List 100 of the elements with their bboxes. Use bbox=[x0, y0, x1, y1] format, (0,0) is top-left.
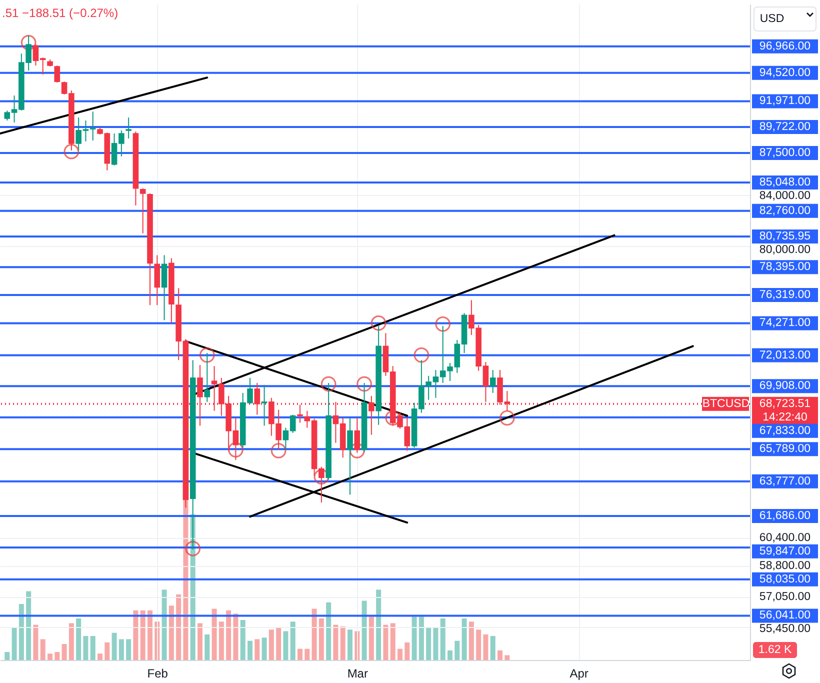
chart-title: .51 −188.51 (−0.27%) bbox=[2, 6, 118, 20]
point bbox=[414, 347, 430, 363]
ref-line-label: 80,735.95 bbox=[759, 230, 811, 243]
bar bbox=[104, 642, 110, 660]
candlestick bbox=[140, 188, 146, 234]
bar bbox=[148, 610, 152, 660]
bar bbox=[454, 640, 460, 660]
bar bbox=[276, 628, 282, 660]
ref-line-label: 72,013.00 bbox=[759, 349, 811, 362]
text: 14:22:40 bbox=[762, 411, 808, 424]
bar bbox=[448, 650, 452, 660]
ref-line-label: 59,847.00 bbox=[759, 545, 811, 558]
candlestick bbox=[154, 254, 160, 306]
ref-line-label: 65,789.00 bbox=[759, 443, 811, 456]
bar bbox=[376, 590, 382, 660]
bar bbox=[368, 616, 374, 660]
candlestick bbox=[161, 254, 168, 321]
y-tick-label: 84,000.00 bbox=[759, 190, 811, 202]
bar bbox=[140, 610, 146, 660]
bar bbox=[83, 636, 88, 660]
bar bbox=[348, 630, 352, 660]
bar bbox=[4, 652, 10, 660]
ref-line-label: 78,395.00 bbox=[759, 261, 811, 274]
ref-line-label: 58,035.00 bbox=[759, 573, 811, 586]
ref-line-label: 67,833.00 bbox=[759, 424, 811, 437]
y-tick-label: 80,000.00 bbox=[759, 244, 811, 256]
point bbox=[64, 144, 80, 160]
bar bbox=[504, 655, 510, 660]
x-tick-label: Apr bbox=[570, 666, 588, 680]
bar bbox=[312, 608, 317, 660]
bar bbox=[318, 618, 324, 660]
text: 1.62 K bbox=[758, 644, 792, 656]
bar bbox=[254, 639, 260, 660]
bar bbox=[26, 591, 32, 660]
bar bbox=[283, 631, 288, 660]
bar bbox=[76, 618, 82, 660]
candlestick bbox=[490, 369, 496, 394]
bar bbox=[12, 628, 17, 660]
ref-line-label: 94,520.00 bbox=[759, 66, 811, 79]
bar bbox=[362, 600, 367, 660]
bar bbox=[68, 623, 74, 660]
bar bbox=[218, 622, 224, 660]
bar bbox=[418, 616, 424, 660]
bar bbox=[383, 624, 388, 660]
bar bbox=[440, 618, 446, 660]
bar bbox=[468, 622, 474, 660]
bar bbox=[176, 594, 182, 660]
candlestick bbox=[54, 65, 60, 84]
point bbox=[349, 443, 365, 458]
bar bbox=[433, 628, 438, 660]
point bbox=[370, 315, 386, 331]
bar bbox=[90, 636, 96, 660]
bar bbox=[233, 614, 238, 660]
bar bbox=[118, 639, 124, 660]
bar bbox=[426, 628, 432, 660]
y-tick-label: 58,800.00 bbox=[759, 560, 811, 572]
bar bbox=[18, 604, 24, 660]
bar bbox=[162, 590, 167, 660]
annotation: BTCUSD bbox=[702, 398, 750, 410]
candlestick bbox=[204, 352, 210, 402]
bar bbox=[304, 648, 310, 660]
bar bbox=[412, 616, 417, 660]
bar bbox=[340, 626, 346, 660]
bar bbox=[226, 610, 232, 660]
bar bbox=[262, 638, 267, 660]
bar bbox=[40, 639, 46, 660]
point bbox=[20, 34, 36, 50]
ref-line-label: 63,777.00 bbox=[759, 475, 811, 488]
bar bbox=[462, 618, 467, 660]
ref-line-label: 69,908.00 bbox=[759, 380, 811, 392]
ref-line-label: 85,048.00 bbox=[759, 176, 811, 189]
bar bbox=[133, 610, 138, 660]
candlestick bbox=[368, 395, 374, 436]
x-tick-label: Mar bbox=[347, 666, 368, 680]
candlestick bbox=[297, 404, 303, 424]
ref-line-label: 82,760.00 bbox=[759, 204, 811, 217]
x-tick-label: Feb bbox=[147, 666, 168, 680]
y-tick-label: 55,450.00 bbox=[759, 623, 811, 636]
bar bbox=[404, 642, 410, 660]
ref-line-label: 96,966.00 bbox=[759, 40, 811, 52]
point bbox=[499, 410, 515, 426]
bar bbox=[62, 644, 67, 660]
point bbox=[385, 410, 401, 426]
ref-line-label: 91,971.00 bbox=[759, 95, 811, 108]
bar bbox=[483, 634, 488, 660]
bar bbox=[298, 648, 302, 660]
bar bbox=[204, 634, 210, 660]
ref-line-label: 89,722.00 bbox=[759, 120, 811, 133]
bar bbox=[212, 608, 217, 660]
ref-line-label: 74,271.00 bbox=[759, 317, 811, 330]
bar bbox=[390, 623, 396, 660]
bar bbox=[490, 636, 496, 660]
bar bbox=[268, 630, 274, 660]
bar bbox=[54, 652, 60, 660]
ref-line-label: 76,319.00 bbox=[759, 288, 811, 301]
bar bbox=[476, 630, 482, 660]
point bbox=[435, 316, 451, 332]
y-tick-label: 60,400.00 bbox=[759, 532, 811, 544]
y-tick-label: 57,050.00 bbox=[759, 591, 811, 604]
ref-line-label: 87,500.00 bbox=[759, 147, 811, 159]
